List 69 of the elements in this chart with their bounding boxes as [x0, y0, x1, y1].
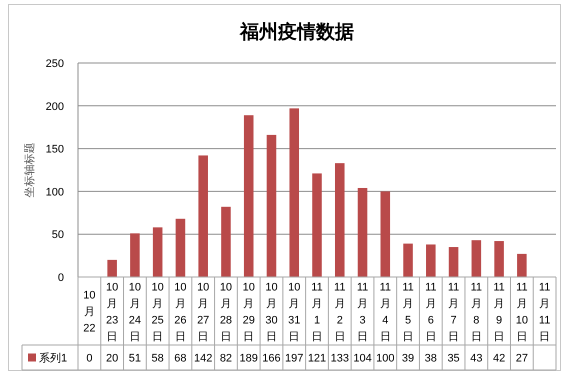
bar [130, 233, 140, 277]
x-tick-label: 11月6日 [425, 281, 437, 343]
data-label: 51 [128, 352, 142, 364]
data-label: 197 [285, 352, 304, 364]
x-tick-label: 11月7日 [448, 281, 460, 343]
x-tick-label: 11月5日 [402, 281, 414, 343]
y-tick-label: 150 [46, 144, 64, 156]
bar [152, 227, 162, 277]
bar [107, 260, 117, 277]
data-label: 0 [86, 352, 92, 364]
bar [358, 188, 368, 277]
data-label: 68 [174, 352, 187, 364]
chart-title: 福州疫情数据 [239, 21, 354, 43]
x-tick-label: 11月4日 [380, 281, 391, 343]
data-label: 104 [353, 352, 372, 364]
bar [403, 244, 413, 277]
x-tick-label: 10月25日 [152, 281, 164, 343]
x-tick-label: 11月3日 [356, 281, 368, 343]
x-tick-label: 11月1日 [311, 281, 323, 343]
data-label: 142 [194, 352, 212, 364]
data-label: 20 [106, 352, 118, 364]
x-tick-label: 11月9日 [493, 281, 505, 343]
x-tick-label: 10月29日 [242, 281, 255, 343]
bar [266, 134, 276, 277]
y-tick-label: 50 [52, 229, 64, 242]
bar [176, 218, 186, 277]
data-label: 43 [470, 352, 482, 364]
data-label: 82 [220, 352, 232, 364]
y-tick-label: 200 [46, 100, 64, 113]
data-label: 58 [152, 352, 164, 364]
bar [494, 241, 504, 277]
data-label: 35 [447, 352, 460, 364]
x-tick-label: 10月27日 [197, 281, 210, 343]
data-label: 133 [330, 352, 349, 364]
y-tick-label: 0 [58, 272, 64, 284]
bar [244, 115, 254, 277]
legend-label: 系列1 [39, 352, 68, 364]
x-tick-label: 10月22 [83, 290, 96, 334]
x-tick-label: 11月10日 [516, 281, 528, 343]
bar [517, 254, 527, 277]
x-tick-label: 10月31日 [288, 281, 300, 343]
y-tick-label: 250 [46, 58, 64, 70]
bar [334, 163, 345, 277]
data-label: 27 [516, 352, 528, 364]
x-tick-label: 10月30日 [265, 281, 278, 343]
bar [380, 191, 390, 277]
bar [221, 206, 231, 277]
bar [448, 247, 458, 277]
data-label: 166 [262, 352, 281, 364]
y-axis-title: 坐标轴标题 [23, 142, 36, 198]
data-label: 100 [376, 352, 394, 364]
data-label: 42 [492, 352, 506, 364]
x-tick-label: 10月26日 [174, 281, 187, 343]
bar [312, 173, 322, 277]
x-tick-label: 11月8日 [470, 281, 482, 343]
bar [289, 108, 300, 277]
data-label: 39 [402, 352, 414, 364]
data-label: 38 [424, 352, 437, 364]
x-tick-label: 11月11日 [538, 281, 550, 343]
x-tick-label: 11月2日 [334, 281, 346, 343]
y-tick-label: 100 [46, 186, 64, 198]
x-tick-label: 10月28日 [220, 281, 232, 343]
x-tick-label: 10月23日 [106, 281, 118, 343]
bar [198, 155, 208, 277]
data-label: 189 [240, 352, 258, 364]
bar [426, 244, 436, 277]
x-tick-label: 10月24日 [128, 281, 142, 343]
data-label: 121 [308, 352, 326, 364]
bar [472, 240, 482, 277]
